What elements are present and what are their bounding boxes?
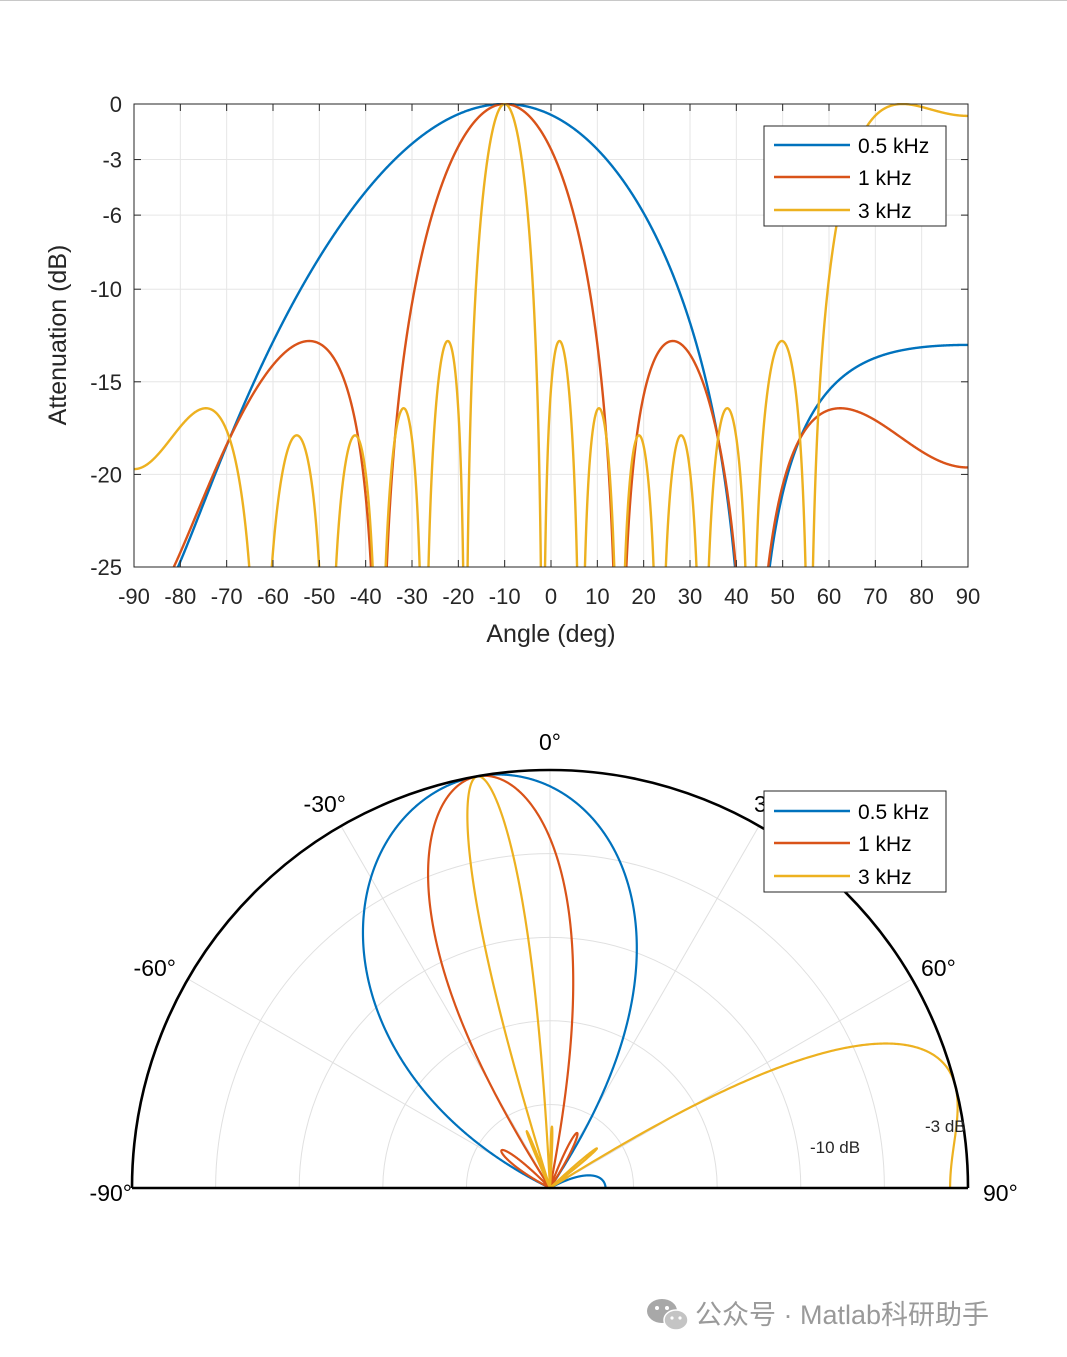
polar-r-label-minus10: -10 dB bbox=[810, 1138, 860, 1157]
polar-legend: 0.5 kHz 1 kHz 3 kHz bbox=[763, 790, 947, 893]
x-tick-label: 80 bbox=[909, 584, 933, 609]
x-tick-label: 30 bbox=[678, 584, 702, 609]
x-tick-label: -80 bbox=[164, 584, 196, 609]
wechat-icon bbox=[647, 1299, 689, 1331]
x-axis-label: Angle (deg) bbox=[486, 620, 615, 648]
polar-label-0: 0° bbox=[539, 729, 561, 755]
polar-series-lines bbox=[361, 773, 959, 1190]
x-tick-label: -60 bbox=[257, 584, 289, 609]
polar-r-label-minus3: -3 dB bbox=[925, 1117, 966, 1136]
y-tick-label: 0 bbox=[110, 92, 122, 117]
cartesian-series-lines bbox=[134, 103, 968, 567]
polar-grid-spoke bbox=[549, 825, 760, 1189]
polar-grid-spoke bbox=[549, 978, 913, 1189]
y-tick-label: -20 bbox=[90, 462, 122, 487]
series-line-3khz bbox=[134, 103, 968, 567]
series-line-1khz bbox=[172, 103, 968, 567]
polar-label-minus90: -90° bbox=[90, 1180, 132, 1206]
x-tick-label: 10 bbox=[585, 584, 609, 609]
watermark-text: 公众号 · Matlab科研助手 bbox=[695, 1300, 989, 1330]
cartesian-ticks: -90 -80 -70 -60 -50 -40 -30 -20 -10 0 10 20 30 40 50 60… bbox=[90, 92, 980, 609]
x-tick-label: -70 bbox=[211, 584, 243, 609]
x-tick-label: 40 bbox=[724, 584, 748, 609]
y-axis-label: Attenuation (dB) bbox=[44, 245, 72, 426]
top-divider bbox=[0, 0, 1067, 1]
polar-series-line-1khz bbox=[426, 774, 579, 1190]
polar-legend-label-3khz: 3 kHz bbox=[858, 866, 912, 889]
polar-frame bbox=[130, 768, 970, 1190]
x-tick-label: -90 bbox=[118, 584, 150, 609]
legend-label-0.5khz: 0.5 kHz bbox=[858, 135, 929, 158]
polar-label-minus60: -60° bbox=[134, 955, 176, 981]
y-tick-label: -6 bbox=[102, 203, 122, 228]
polar-legend-label-1khz: 1 kHz bbox=[858, 833, 912, 856]
x-tick-label: 60 bbox=[817, 584, 841, 609]
polar-series-line-3khz bbox=[466, 775, 959, 1190]
polar-label-minus30: -30° bbox=[304, 791, 346, 817]
polar-label-90: 90° bbox=[983, 1180, 1018, 1206]
series-line-0.5khz bbox=[176, 103, 968, 567]
x-tick-label: -30 bbox=[396, 584, 428, 609]
polar-series-line-0.5khz bbox=[361, 773, 638, 1190]
x-tick-label: 70 bbox=[863, 584, 887, 609]
polar-grid-spoke bbox=[340, 825, 551, 1189]
legend-label-3khz: 3 kHz bbox=[858, 200, 912, 223]
legend-label-1khz: 1 kHz bbox=[858, 167, 912, 190]
polar-plot: -90° -60° -30° 0° 30° 60° 90° -10 dB -3 … bbox=[90, 729, 1018, 1206]
x-tick-label: 0 bbox=[545, 584, 557, 609]
polar-outer-arc bbox=[130, 768, 970, 1189]
x-tick-label: 20 bbox=[631, 584, 655, 609]
watermark: 公众号 · Matlab科研助手 bbox=[647, 1299, 989, 1331]
x-tick-label: 50 bbox=[770, 584, 794, 609]
polar-legend-label-0.5khz: 0.5 kHz bbox=[858, 801, 929, 824]
y-tick-label: -25 bbox=[90, 555, 122, 580]
y-tick-label: -3 bbox=[102, 148, 122, 173]
cartesian-legend: 0.5 kHz 1 kHz 3 kHz bbox=[763, 125, 947, 227]
polar-label-60: 60° bbox=[921, 955, 956, 981]
x-tick-label: 90 bbox=[956, 584, 980, 609]
x-tick-label: -10 bbox=[489, 584, 521, 609]
y-tick-label: -15 bbox=[90, 370, 122, 395]
x-tick-label: -50 bbox=[303, 584, 335, 609]
y-tick-label: -10 bbox=[90, 277, 122, 302]
x-tick-label: -20 bbox=[442, 584, 474, 609]
cartesian-plot: -90 -80 -70 -60 -50 -40 -30 -20 -10 0 10 20 30 40 50 60… bbox=[44, 92, 980, 648]
x-tick-label: -40 bbox=[350, 584, 382, 609]
